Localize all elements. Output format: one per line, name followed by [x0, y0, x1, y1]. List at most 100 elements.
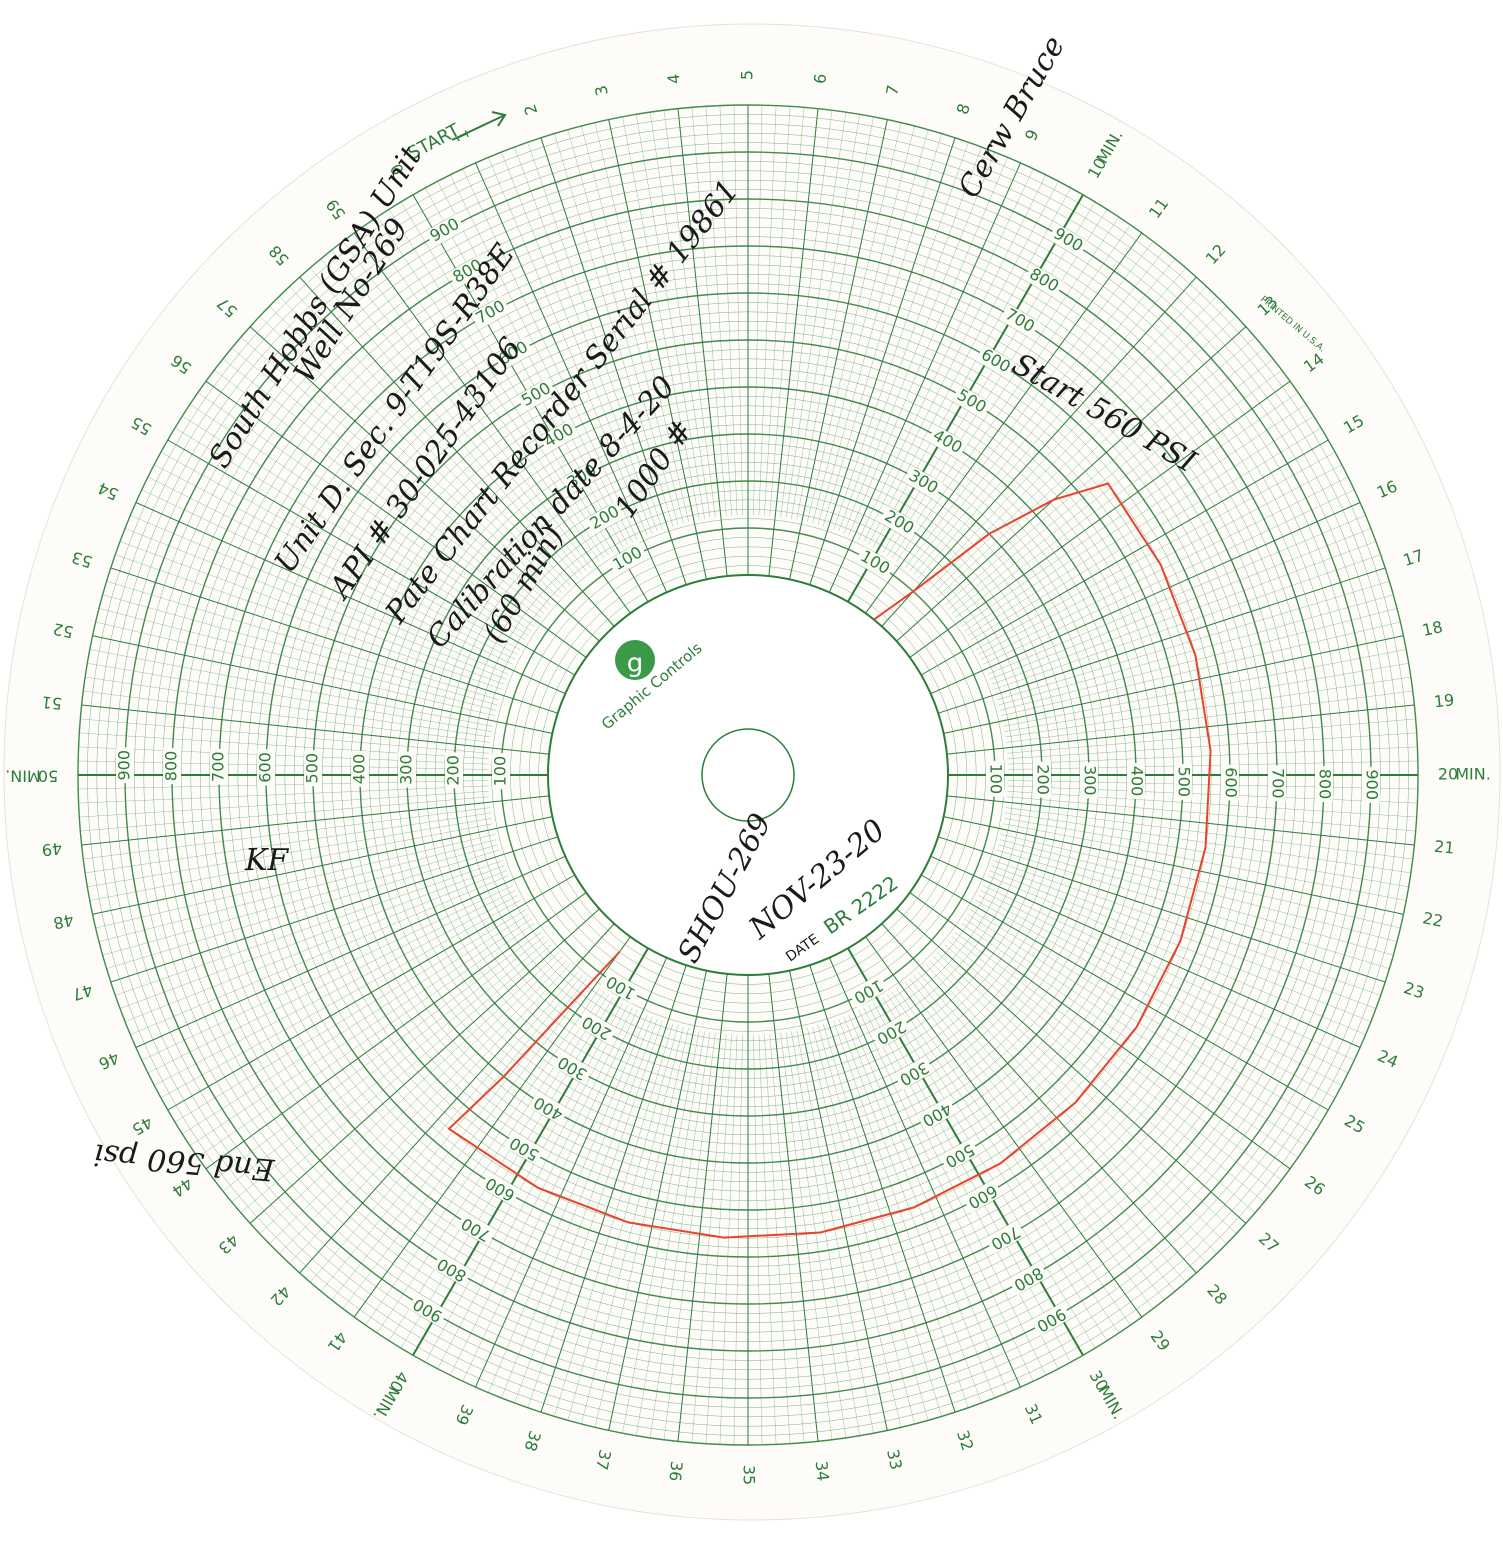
minute-subspoke: [848, 157, 1008, 536]
rtick-bg: [562, 460, 603, 494]
rtick-bg: [975, 344, 1016, 379]
minute-subspoke: [189, 404, 532, 632]
minute-subspoke: [791, 114, 860, 519]
minute-subspoke: [279, 960, 567, 1254]
minute-spoke: [828, 162, 1021, 593]
minute-subspoke: [259, 316, 559, 598]
minute-subspoke: [980, 476, 1349, 660]
minute-subspoke: [279, 296, 567, 590]
minute-subspoke: [758, 1034, 777, 1445]
minute-subspoke: [147, 890, 516, 1074]
minute-subspoke: [231, 940, 548, 1203]
minute-subspoke: [636, 114, 705, 519]
minute-label: 4: [664, 73, 684, 85]
minute-subspoke: [320, 975, 583, 1292]
minute-subspoke: [848, 1014, 1008, 1393]
minute-subspoke: [320, 258, 583, 575]
minute-subspoke: [863, 174, 1047, 543]
minute-subspoke: [989, 870, 1372, 1022]
minute-unit: MIN.: [1455, 765, 1491, 784]
minute-subspoke: [796, 1030, 874, 1434]
minute-subspoke: [980, 890, 1349, 1074]
minute-subspoke: [964, 918, 1307, 1146]
grid: [77, 104, 1419, 1446]
minute-spoke: [946, 795, 1415, 846]
minute-subspoke: [1007, 732, 1417, 759]
minute-spoke: [540, 965, 687, 1413]
minute-subspoke: [622, 1030, 700, 1434]
minute-spoke: [920, 874, 1329, 1111]
minute-spoke: [249, 908, 600, 1224]
minute-subspoke: [858, 1010, 1034, 1382]
minute-subspoke: [527, 142, 663, 530]
minute-subspoke: [796, 116, 874, 520]
minute-spoke: [135, 502, 566, 695]
minute-subspoke: [1007, 760, 1418, 770]
minute-subspoke: [83, 807, 491, 860]
minute-subspoke: [259, 952, 559, 1234]
minute-label: 49: [41, 839, 63, 860]
minute-spoke: [909, 892, 1291, 1170]
minute-subspoke: [377, 991, 605, 1334]
minute-subspoke: [1004, 663, 1409, 732]
minute-subspoke: [1005, 807, 1413, 860]
minute-subspoke: [807, 1028, 902, 1428]
rtick-bg: [584, 501, 626, 535]
rtick-bg: [854, 546, 895, 580]
minute-subspoke: [527, 1020, 663, 1408]
minute-subspoke: [365, 224, 600, 562]
rtick-bg: [576, 1010, 618, 1045]
rtick-bg: [1023, 263, 1064, 298]
rtick-bg: [870, 1015, 912, 1049]
minute-subspoke: [1007, 785, 1418, 804]
minute-subspoke: [887, 994, 1108, 1341]
minute-subspoke: [365, 988, 600, 1326]
rtick-bg: [304, 750, 323, 787]
rtick-bg: [927, 425, 968, 459]
minute-subspoke: [106, 581, 500, 701]
minute-subspoke: [769, 107, 805, 516]
minute-subspoke: [554, 133, 674, 527]
rtick-bg: [470, 295, 511, 330]
minute-subspoke: [987, 875, 1366, 1035]
minute-subspoke: [817, 1025, 929, 1421]
minute-spoke: [540, 137, 687, 585]
rtick-label: 500: [303, 753, 322, 784]
minute-subspoke: [843, 151, 995, 534]
rtick-bg: [601, 970, 642, 1004]
rtick-label: 300: [397, 754, 416, 785]
minute-subspoke: [951, 936, 1274, 1192]
minute-spoke: [789, 970, 888, 1431]
minute-subspoke: [753, 105, 763, 516]
minute-subspoke: [833, 142, 969, 530]
minute-subspoke: [996, 849, 1390, 969]
minute-subspoke: [89, 823, 493, 901]
minute-subspoke: [691, 1034, 727, 1443]
rtick-label: 100: [491, 756, 510, 787]
minute-subspoke: [925, 286, 1207, 586]
minute-spoke: [92, 635, 553, 734]
minute-subspoke: [514, 1018, 658, 1404]
minute-subspoke: [764, 106, 791, 516]
minute-subspoke: [102, 594, 498, 706]
minute-spoke: [896, 908, 1247, 1224]
minute-subspoke: [269, 306, 563, 594]
minute-subspoke: [944, 337, 1256, 606]
minute-subspoke: [719, 105, 738, 516]
minute-spoke: [909, 380, 1291, 658]
start-arrow: [451, 111, 507, 141]
minute-subspoke: [705, 1034, 732, 1444]
minute-label: 34: [812, 1460, 833, 1482]
minute-subspoke: [929, 296, 1217, 590]
minute-subspoke: [983, 489, 1355, 665]
rtick-bg: [492, 753, 511, 790]
minute-subspoke: [944, 944, 1256, 1213]
minute-subspoke: [400, 201, 614, 553]
minute-subspoke: [882, 997, 1096, 1349]
minute-label: 6: [810, 73, 830, 85]
rtick-bg: [516, 378, 557, 412]
rtick-bg: [951, 384, 992, 419]
minute-spoke: [110, 567, 558, 714]
minute-spoke: [81, 704, 550, 755]
minute-subspoke: [891, 216, 1119, 559]
